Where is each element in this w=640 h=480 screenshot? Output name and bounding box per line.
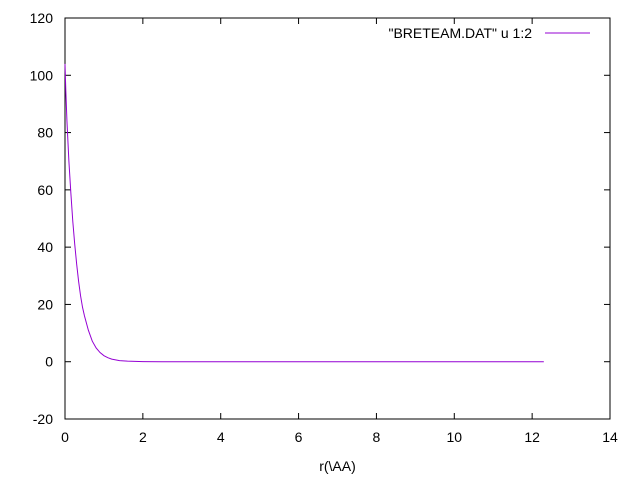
y-tick-label: -20 — [33, 411, 53, 427]
x-tick-label: 4 — [217, 429, 225, 445]
y-tick-label: 20 — [37, 296, 53, 312]
x-tick-label: 8 — [373, 429, 381, 445]
x-axis-title: r(\AA) — [319, 458, 356, 474]
x-tick-label: 14 — [602, 429, 618, 445]
x-tick-labels: 0 2 4 6 8 10 12 14 — [61, 429, 618, 445]
x-tick-label: 2 — [139, 429, 147, 445]
legend-label: "BRETEAM.DAT" u 1:2 — [389, 25, 533, 41]
y-tick-label: 40 — [37, 239, 53, 255]
y-tick-label: 0 — [45, 354, 53, 370]
x-tick-label: 6 — [295, 429, 303, 445]
axis-ticks — [64, 17, 611, 420]
x-tick-label: 0 — [61, 429, 69, 445]
y-tick-label: 80 — [37, 125, 53, 141]
y-tick-label: 60 — [37, 182, 53, 198]
y-tick-label: 120 — [30, 10, 54, 26]
y-tick-label: 100 — [30, 67, 54, 83]
plot-frame — [64, 17, 611, 420]
series-line-0 — [64, 63, 544, 363]
y-tick-labels: -20 0 20 40 60 80 100 120 — [30, 10, 54, 427]
legend: "BRETEAM.DAT" u 1:2 — [389, 25, 590, 41]
series-lines — [64, 63, 544, 363]
x-tick-label: 12 — [524, 429, 540, 445]
x-tick-label: 10 — [446, 429, 462, 445]
